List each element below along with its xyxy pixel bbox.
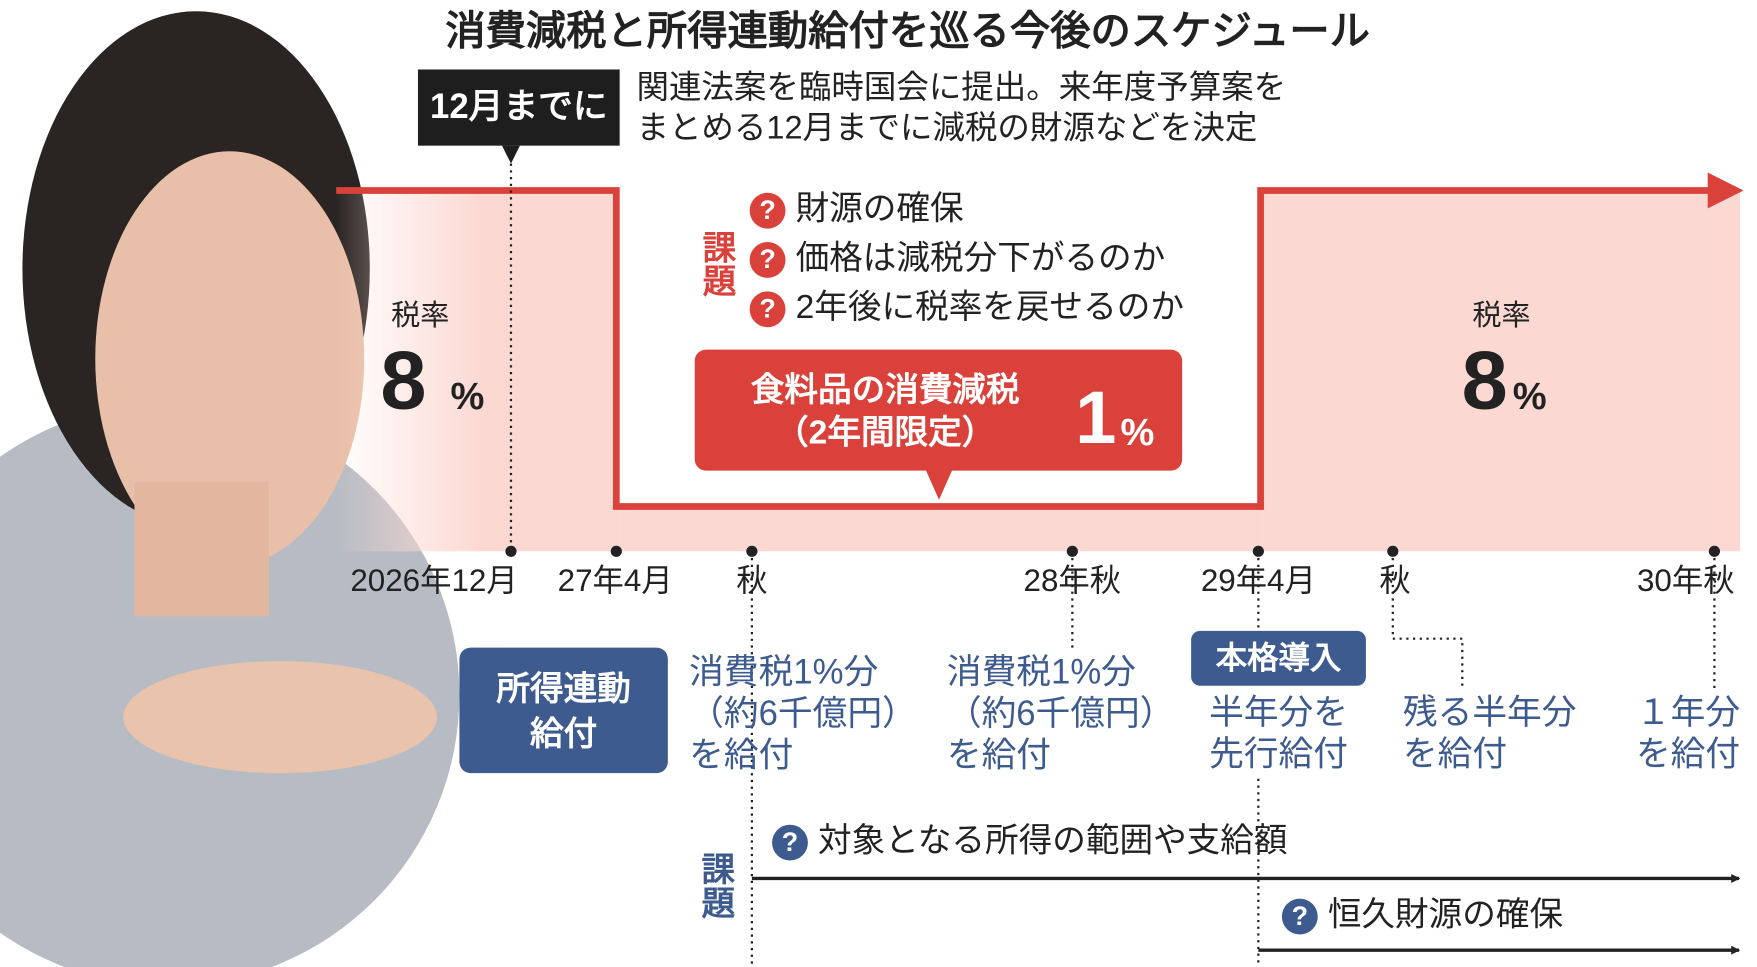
timeline-dot: [610, 545, 622, 557]
timeline-dot: [1066, 545, 1078, 557]
tax-value: 8: [1462, 333, 1508, 426]
benefit-text: を給付: [689, 736, 793, 775]
deadline-text: 関連法案を臨時国会に提出。来年度予算案を: [636, 69, 1286, 105]
benefit-text: 消費税1%分: [689, 653, 878, 692]
benefit-text: （約6千億円）: [689, 694, 917, 733]
benefit-label: 給付: [530, 715, 597, 753]
question-mark: ?: [782, 827, 798, 857]
reduction-pointer: [925, 469, 953, 500]
question-mark: ?: [759, 195, 775, 225]
issue-item: 財源の確保: [796, 190, 964, 228]
benefit-text: 先行給付: [1209, 735, 1348, 774]
timeline-label: 2026年12月: [350, 563, 517, 598]
question-badge: [1281, 898, 1318, 935]
tax-area: [336, 172, 1744, 552]
reduction-text: （2年間限定）: [775, 414, 995, 452]
question-mark: ?: [1292, 901, 1308, 931]
benefit-text: （約6千億円）: [947, 694, 1175, 733]
timeline-label: 秋: [736, 563, 767, 598]
timeline-dot: [1708, 545, 1721, 557]
tax-label: 税率: [1472, 299, 1530, 332]
deadline-tag-box: [417, 69, 620, 146]
photo: [0, 0, 471, 967]
title: 消費減税と所得連動給付を巡る今後のスケジュール: [445, 7, 1370, 53]
benefit-text: １年分: [1636, 693, 1740, 732]
timeline-label: 30年秋: [1637, 563, 1735, 598]
benefit-label: 所得連動: [495, 670, 630, 708]
question-mark: ?: [759, 293, 775, 323]
benefit-tag: 本格導入: [1216, 640, 1342, 675]
timeline-label: 27年4月: [558, 563, 673, 598]
timeline-dot: [1252, 545, 1264, 557]
tax-label: 税率: [391, 299, 449, 332]
tax-unit: %: [1513, 376, 1547, 418]
question-badge: [749, 192, 786, 229]
tax-unit: %: [450, 376, 484, 418]
benefit-text: 消費税1%分: [947, 653, 1136, 692]
issues-heading: 課題: [696, 852, 735, 920]
issue-item: 2年後に税率を戻せるのか: [796, 288, 1184, 326]
question-badge: [749, 291, 786, 328]
benefit-label-box: [459, 647, 668, 774]
deadline-text: まとめる12月までに減税の財源などを決定: [636, 110, 1257, 146]
issue-item: 恒久財源の確保: [1328, 895, 1563, 933]
benefit-text: を給付: [947, 736, 1051, 775]
benefit-text: を給付: [1636, 735, 1740, 774]
deadline-tag: 12月までに: [430, 88, 608, 126]
reduction-box: [694, 349, 1183, 471]
timeline-label: 秋: [1379, 563, 1410, 598]
reduction-value: 1: [1075, 376, 1116, 459]
timeline-dot: [746, 545, 758, 557]
issue-item: 価格は減税分下がるのか: [796, 239, 1166, 277]
reduction-text: 食料品の消費減税: [751, 371, 1020, 409]
benefit-text: 残る半年分: [1403, 693, 1577, 732]
benefit-text: 半年分を: [1209, 693, 1348, 732]
question-badge: [749, 242, 786, 278]
timeline-dot: [505, 545, 517, 557]
timeline-label: 28年秋: [1024, 563, 1122, 598]
timeline-label: 29年4月: [1201, 563, 1316, 598]
deadline-pointer: [502, 145, 520, 164]
reduction-unit: %: [1121, 412, 1155, 454]
issues-heading: 課題: [697, 230, 736, 298]
question-mark: ?: [759, 244, 775, 274]
benefit-tag-box: [1191, 630, 1366, 686]
question-badge: [772, 824, 808, 861]
issue-item: 対象となる所得の範囲や支給額: [818, 821, 1288, 859]
guides: [509, 163, 1716, 967]
benefit-text: を給付: [1403, 735, 1507, 774]
timeline-dot: [1387, 545, 1399, 557]
tax-value: 8: [380, 333, 426, 426]
